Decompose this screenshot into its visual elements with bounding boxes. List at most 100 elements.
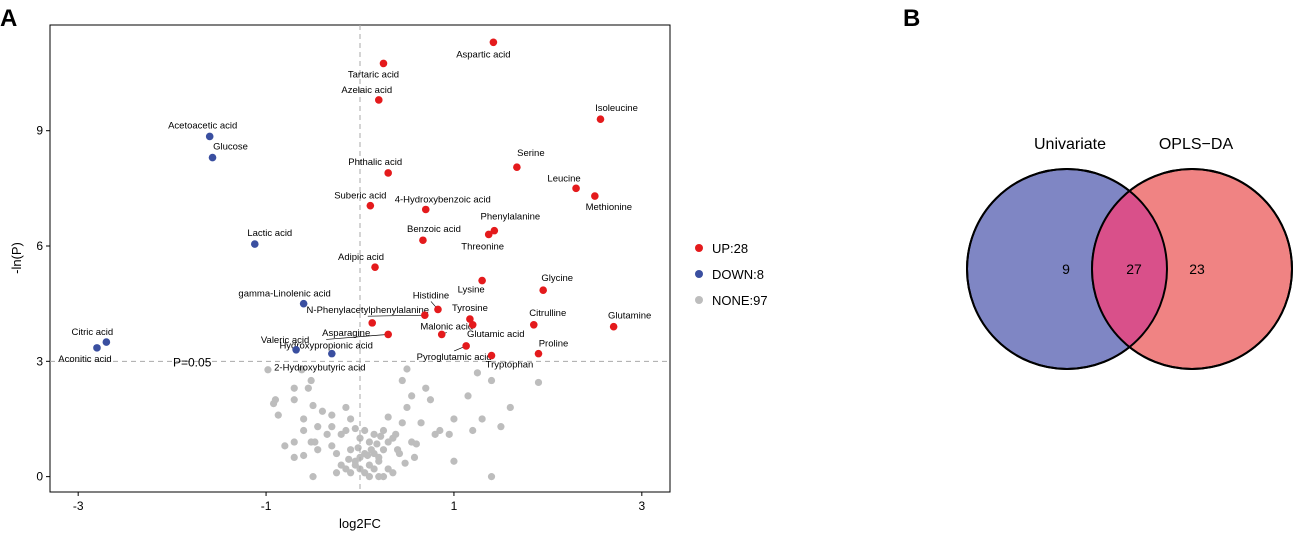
point-none [370,465,378,473]
point-none [300,415,308,423]
point-none [304,384,312,392]
legend: UP:28 DOWN:8 NONE:97 [695,241,768,308]
venn-count-oplsda-only: 23 [1189,261,1205,277]
point-none [379,446,388,454]
point-none [426,396,435,404]
point-none [342,403,350,412]
point-none [375,457,383,465]
point-up [468,321,477,329]
point-none [361,426,369,435]
point-none [309,473,317,481]
point-label: Glucose [213,142,248,153]
point-up [368,319,377,327]
venn-count-univariate-only: 9 [1062,261,1070,277]
point-none [363,451,372,460]
point-down [102,338,111,346]
point-none [356,434,364,442]
point-none [318,407,327,415]
point-label: Lysine [458,285,485,296]
point-label: Asparagine [322,328,370,339]
venn-set-label-univariate: Univariate [1034,136,1106,153]
venn-set-label-oplsda: OPLS−DA [1159,136,1234,153]
axis-ticks: -3 -1 1 3 0 3 6 9 [36,124,645,513]
point-none [398,419,406,427]
point-label: Hydroxypropionic acid [279,340,372,351]
point-up [534,349,543,358]
volcano-plot: -3 -1 1 3 0 3 6 9 P=0.05 Aspartic acid Tartaric … [9,24,768,531]
point-none [351,424,359,433]
point-none [408,392,416,400]
point-up [466,315,474,323]
point-none [450,457,458,465]
venn-intersection-region [1092,169,1167,369]
venn-count-intersection: 27 [1126,261,1142,277]
point-up [437,330,446,339]
point-up [596,115,605,123]
point-none [307,438,315,446]
point-none [323,430,331,438]
point-label: Aconitic acid [58,354,111,365]
point-none [367,446,375,454]
point-none [347,415,355,423]
point-down [250,240,259,248]
point-none [314,446,322,454]
point-label: Proline [539,339,569,350]
point-none [384,413,392,421]
point-none [410,453,419,462]
point-none [473,369,482,377]
point-up [529,321,538,329]
point-label: Threonine [461,241,504,252]
point-down [292,345,300,354]
y-tick-label: 3 [36,354,43,368]
point-none [290,396,298,404]
label-connector [326,334,389,340]
point-none [309,401,317,410]
point-none [401,459,409,467]
point-label: N-Phenylacetylphenylalanine [307,305,430,316]
point-label: Lactic acid [247,228,292,239]
point-down [208,153,217,162]
point-none [290,384,298,392]
point-none [314,423,322,431]
point-none [487,473,496,481]
point-up [484,230,493,239]
y-tick-label: 6 [36,239,43,253]
point-none [332,449,341,458]
significant-series [93,38,618,360]
point-label: Phthalic acid [348,157,402,168]
point-label: Citric acid [72,327,114,338]
none-series [264,365,543,481]
point-label: Glutamic acid [467,329,525,340]
point-none [506,403,514,412]
point-up [609,322,618,331]
point-label: Valeric acid [261,335,309,346]
point-label: Glutamine [608,311,651,322]
point-up [478,276,486,285]
point-label: Aspartic acid [456,49,510,60]
point-up [489,38,498,47]
point-none [274,411,282,419]
point-labels: Aspartic acid Tartaric acid Azelaic acid Is… [58,49,651,373]
y-tick-label: 0 [36,470,43,484]
point-none [403,365,411,373]
y-tick-label: 9 [36,124,43,138]
point-down [299,299,308,308]
venn-outline-univariate [966,168,1168,370]
point-none [389,469,397,477]
point-none [269,399,278,408]
point-none [307,376,315,385]
point-label: gamma-Linolenic acid [238,289,330,300]
point-none [487,376,496,385]
y-axis-label: -ln(P) [9,242,24,274]
point-label: Tyrosine [452,303,488,314]
legend-label-down: DOWN:8 [712,267,764,282]
point-label: Tartaric acid [348,69,399,80]
point-none [395,449,404,458]
x-tick-label: -1 [261,499,272,513]
legend-swatch-up [695,244,703,252]
point-none [328,442,336,450]
point-none [328,411,336,419]
point-none [290,438,298,446]
legend-label-up: UP:28 [712,241,748,256]
